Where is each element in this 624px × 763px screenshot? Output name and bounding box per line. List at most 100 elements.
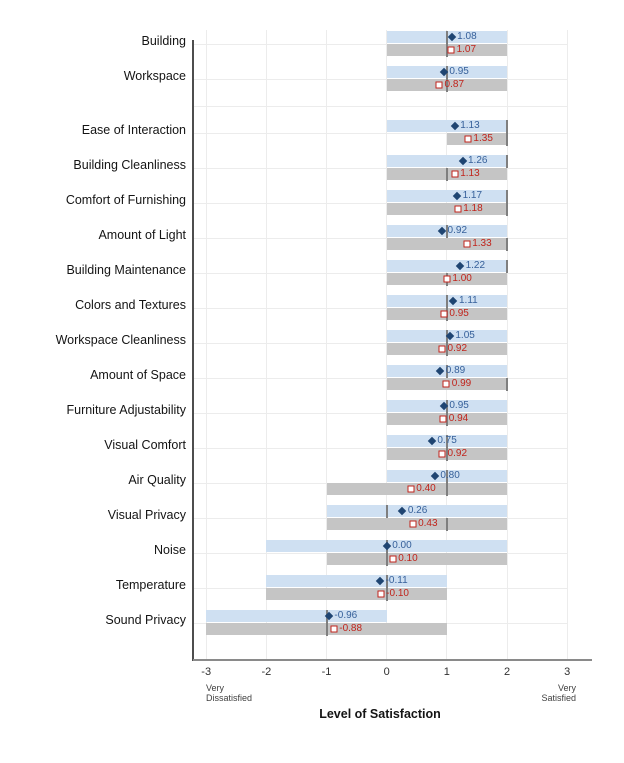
- median-line-gray: [445, 343, 448, 356]
- x-tick-label: -2: [261, 666, 272, 678]
- gridline-horizontal: [193, 308, 567, 309]
- blue-bar: [386, 120, 508, 132]
- open-square-marker: [463, 240, 471, 248]
- median-line-blue: [445, 364, 448, 378]
- gray-bar: [326, 553, 508, 565]
- gridline-horizontal: [193, 273, 567, 274]
- gridline-vertical: [205, 30, 207, 659]
- blue-value-label: 1.08: [457, 31, 477, 42]
- gridline-horizontal: [193, 133, 567, 134]
- gridline-horizontal: [193, 203, 567, 204]
- x-axis-line: [193, 659, 592, 661]
- median-line-blue: [385, 504, 388, 518]
- median-line-blue: [506, 119, 509, 133]
- gridline-vertical: [326, 30, 328, 659]
- median-line-gray: [506, 238, 509, 251]
- open-square-marker: [330, 625, 338, 633]
- category-label: Amount of Light: [98, 228, 186, 242]
- red-value-label: 0.95: [449, 308, 469, 319]
- blue-value-label: -0.96: [334, 610, 358, 621]
- median-line-gray: [506, 133, 509, 146]
- blue-bar: [386, 190, 508, 202]
- red-value-label: -0.88: [339, 623, 363, 634]
- category-label: Sound Privacy: [105, 613, 186, 627]
- red-value-label: 1.18: [463, 203, 483, 214]
- gridline-horizontal: [193, 168, 567, 169]
- open-square-marker: [409, 520, 417, 528]
- open-square-marker: [447, 46, 455, 54]
- median-line-gray: [445, 483, 448, 496]
- red-value-label: 1.07: [456, 44, 477, 55]
- blue-value-label: 1.26: [468, 155, 488, 166]
- category-label: Colors and Textures: [75, 298, 186, 312]
- gray-bar: [266, 588, 447, 600]
- gridline-horizontal: [193, 238, 567, 239]
- open-square-marker: [435, 81, 443, 89]
- gray-bar: [326, 483, 508, 495]
- blue-value-label: 0.89: [445, 365, 466, 376]
- category-label: Visual Comfort: [104, 438, 186, 452]
- red-value-label: 0.10: [398, 553, 418, 564]
- blue-value-label: 1.13: [460, 120, 480, 131]
- median-line-gray: [445, 518, 448, 531]
- gridline-vertical: [566, 30, 568, 659]
- category-label: Building Cleanliness: [73, 158, 186, 172]
- x-tick-label: -1: [321, 666, 332, 678]
- category-label: Visual Privacy: [107, 508, 186, 522]
- category-label: Building Maintenance: [66, 263, 186, 277]
- gray-bar: [386, 238, 508, 250]
- category-label: Workspace Cleanliness: [55, 333, 186, 347]
- median-line-blue: [445, 30, 448, 44]
- median-line-gray: [506, 203, 509, 216]
- blue-value-label: 0.26: [407, 505, 428, 516]
- median-line-gray: [385, 553, 388, 566]
- gray-bar: [446, 133, 508, 145]
- blue-value-label: 1.05: [455, 330, 475, 341]
- category-label: Air Quality: [128, 473, 186, 487]
- median-line-blue: [445, 469, 448, 483]
- gridline-horizontal: [193, 378, 567, 379]
- red-value-label: 0.94: [448, 413, 469, 424]
- open-square-marker: [439, 415, 447, 423]
- median-line-blue: [385, 574, 388, 588]
- red-value-label: 0.87: [444, 79, 465, 90]
- median-line-blue: [506, 189, 509, 203]
- blue-bar: [386, 155, 508, 167]
- red-value-label: 0.92: [447, 343, 468, 354]
- red-value-label: 0.40: [416, 483, 436, 494]
- x-tick-label: -3: [201, 666, 212, 678]
- gray-bar: [386, 203, 508, 215]
- open-square-marker: [377, 590, 385, 598]
- gridline-horizontal: [193, 44, 567, 45]
- open-square-marker: [464, 135, 472, 143]
- median-line-blue: [445, 434, 448, 448]
- blue-value-label: 1.17: [462, 190, 483, 201]
- median-line-gray: [445, 168, 448, 181]
- open-square-marker: [443, 275, 451, 283]
- blue-value-label: 0.80: [440, 470, 460, 481]
- open-square-marker: [442, 380, 450, 388]
- gridline-horizontal: [193, 413, 567, 414]
- category-label: Building: [141, 34, 186, 48]
- gridline-horizontal: [193, 79, 567, 80]
- blue-bar: [326, 505, 508, 517]
- category-label: Comfort of Furnishing: [65, 193, 186, 207]
- gridline-horizontal: [193, 343, 567, 344]
- y-axis-line: [192, 40, 194, 661]
- blue-bar: [206, 610, 387, 622]
- median-line-blue: [506, 154, 509, 168]
- axis-caption-very-satisfied: Very Satisfied: [541, 683, 576, 703]
- gridline-horizontal: [193, 106, 567, 107]
- open-square-marker: [451, 170, 459, 178]
- blue-value-label: 0.75: [437, 435, 457, 446]
- median-line-gray: [325, 623, 328, 636]
- red-value-label: 0.99: [451, 378, 472, 389]
- gridline-vertical: [506, 30, 508, 659]
- open-square-marker: [438, 450, 446, 458]
- category-label: Workspace: [123, 69, 186, 83]
- blue-value-label: 0.00: [392, 540, 412, 551]
- x-tick-label: 0: [383, 666, 390, 678]
- blue-bar: [386, 260, 508, 272]
